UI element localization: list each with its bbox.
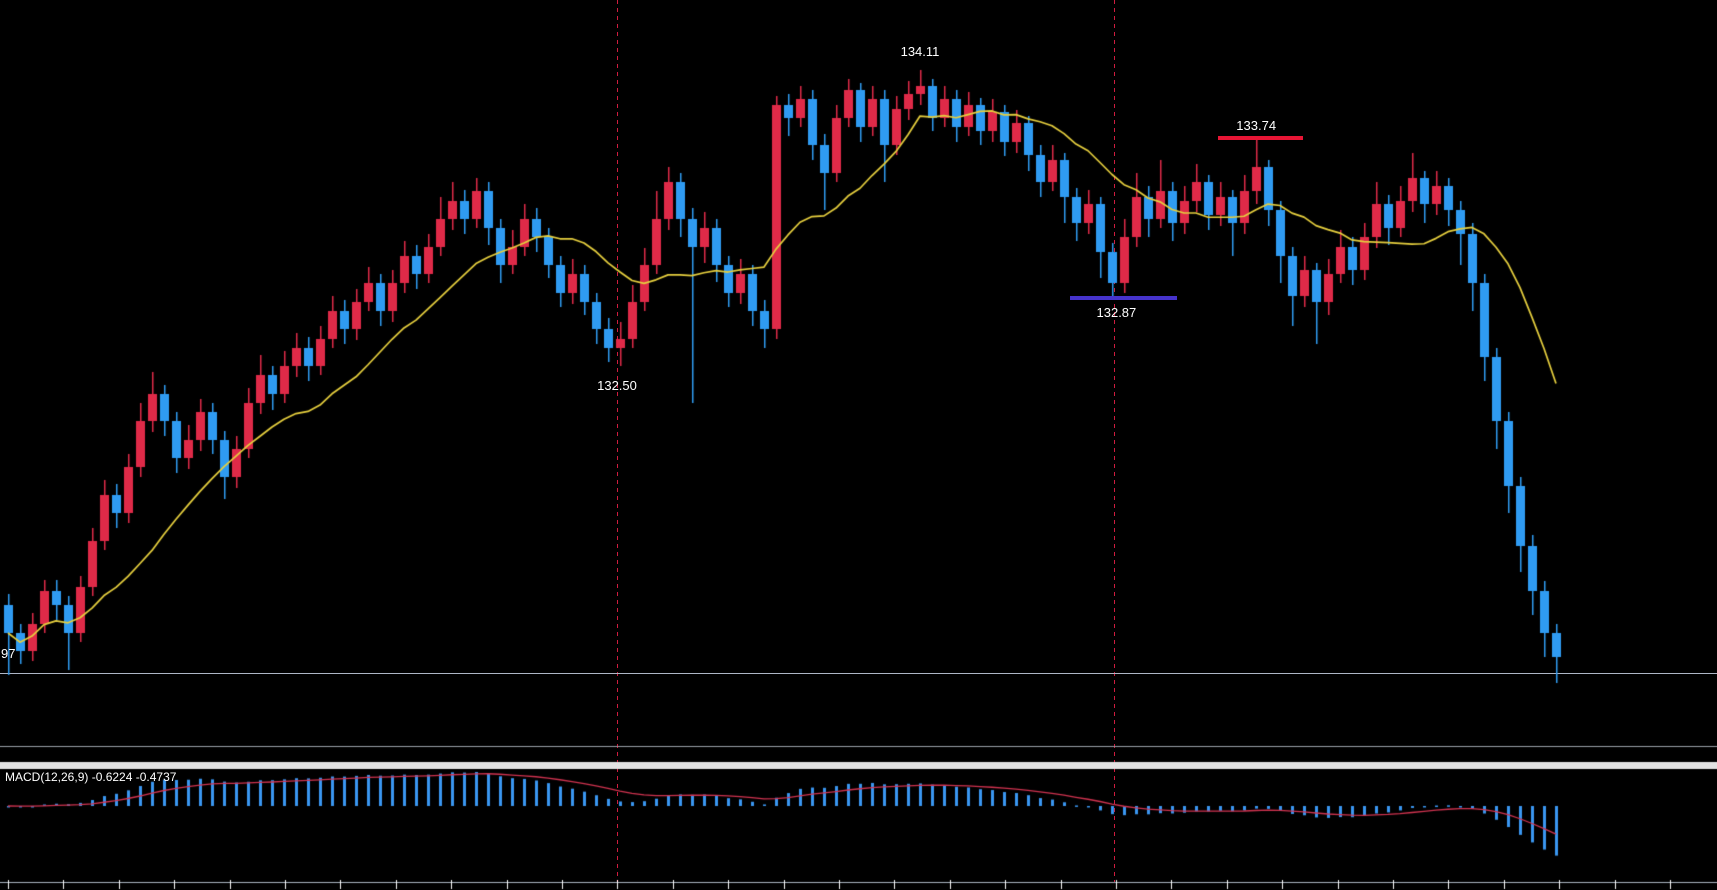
resistance-level-line[interactable] (1217, 136, 1303, 140)
macd-indicator-label: MACD(12,26,9) -0.6224 -0.4737 (5, 770, 177, 784)
swing-low-price-label: 132.50 (597, 378, 637, 393)
bid-price-partial-label: 97 (1, 646, 16, 661)
support-price-label: 132.87 (1096, 305, 1137, 320)
resistance-price-label: 133.74 (1236, 118, 1277, 133)
peak-price-label: 134.11 (900, 44, 940, 59)
support-level-line[interactable] (1070, 296, 1177, 300)
